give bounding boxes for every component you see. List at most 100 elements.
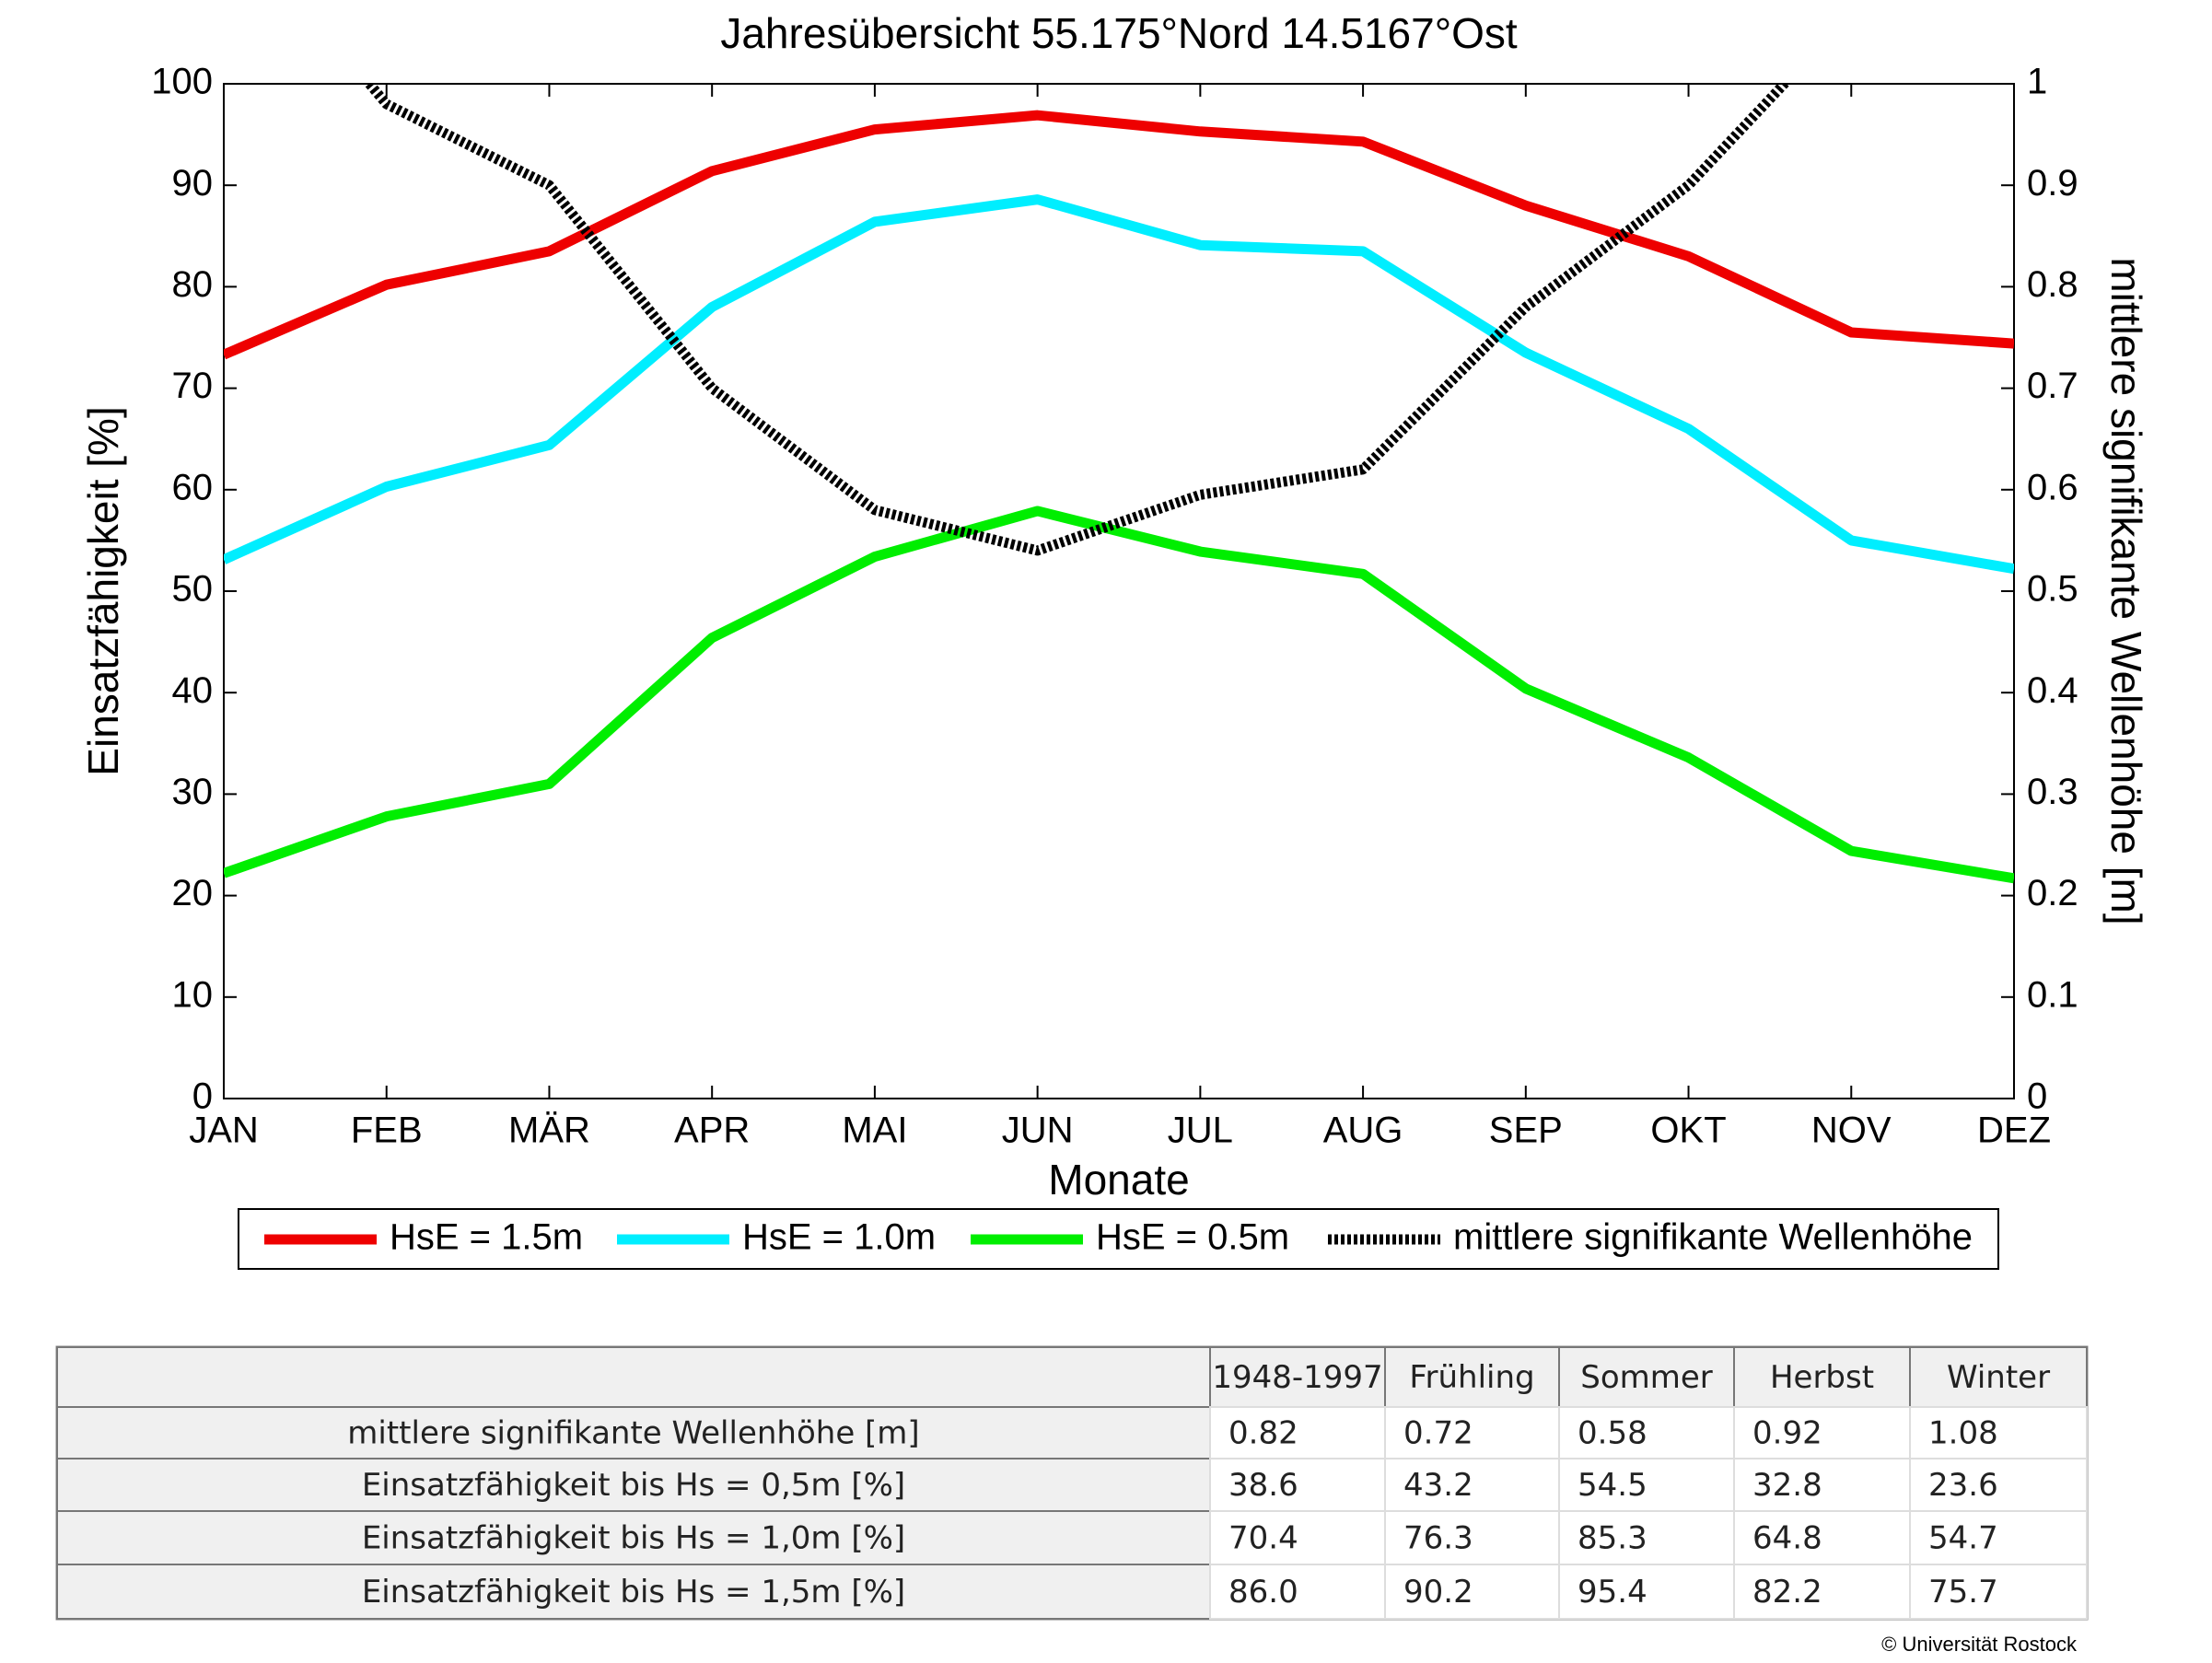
x-tick-label: OKT xyxy=(1650,1111,1726,1151)
table-value: 0.82 xyxy=(1228,1415,1298,1452)
series-line xyxy=(224,110,2014,360)
plot-lines xyxy=(224,84,2014,884)
x-tick-label: APR xyxy=(674,1111,750,1151)
y2-tick-label: 0.2 xyxy=(2027,873,2078,913)
table-value: mittlere signifikante Wellenhöhe [m] xyxy=(347,1415,919,1452)
table-value: 64.8 xyxy=(1752,1520,1822,1557)
x-tick-label: FEB xyxy=(351,1111,423,1151)
y2-tick-label: 0.8 xyxy=(2027,264,2078,305)
table-cell xyxy=(1558,1346,1735,1408)
table-cell xyxy=(56,1564,1211,1620)
table-value: 95.4 xyxy=(1578,1574,1647,1611)
y-tick-label: 90 xyxy=(172,163,214,204)
legend-label: HsE = 0.5m xyxy=(1096,1217,1289,1258)
y2-tick-label: 0.4 xyxy=(2027,670,2078,711)
table-cell xyxy=(1909,1346,2088,1408)
y2-axis-label: mittlere signifikante Wellenhöhe [m] xyxy=(2102,257,2150,925)
table-cell xyxy=(1733,1458,1911,1512)
x-tick-label: AUG xyxy=(1323,1111,1403,1151)
table-header: Sommer xyxy=(1580,1359,1713,1396)
x-tick-label: MAI xyxy=(842,1111,907,1151)
y-tick-label: 40 xyxy=(172,670,214,711)
series-line xyxy=(224,506,2014,884)
table-cell xyxy=(56,1458,1211,1512)
y-tick-label: 60 xyxy=(172,467,214,507)
y2-tick-label: 1 xyxy=(2027,62,2047,102)
table-value: Einsatzfähigkeit bis Hs = 1,5m [%] xyxy=(362,1574,905,1611)
y-tick-label: 80 xyxy=(172,264,214,305)
table-value: 70.4 xyxy=(1228,1520,1298,1557)
plot-area xyxy=(223,83,2015,1099)
y-tick-label: 30 xyxy=(172,772,214,812)
x-axis-label: Monate xyxy=(1048,1156,1189,1204)
x-tick-label: JAN xyxy=(189,1111,259,1151)
table-cell xyxy=(1384,1510,1560,1565)
table-header: 1948-1997 xyxy=(1212,1359,1382,1396)
table-value: 23.6 xyxy=(1928,1467,1998,1504)
table-cell xyxy=(1733,1406,1911,1459)
copyright: © Universität Rostock xyxy=(1881,1633,2078,1656)
table-cell xyxy=(56,1346,1211,1408)
table-cell xyxy=(1733,1564,1911,1620)
x-tick-label: SEP xyxy=(1489,1111,1563,1151)
table-cell xyxy=(1733,1346,1911,1408)
table-cell xyxy=(1558,1564,1735,1620)
y-tick-label: 10 xyxy=(172,974,214,1015)
y-tick-label: 50 xyxy=(172,569,214,610)
table-value: 1.08 xyxy=(1928,1415,1998,1452)
table-header: Frühling xyxy=(1409,1359,1534,1396)
y-tick-label: 20 xyxy=(172,873,214,913)
table-value: 32.8 xyxy=(1752,1467,1822,1504)
table-cell xyxy=(1209,1510,1386,1565)
x-tick-label: NOV xyxy=(1811,1111,1892,1151)
x-tick-label: MÄR xyxy=(508,1111,590,1151)
table-cell xyxy=(1384,1564,1560,1620)
table-header: Winter xyxy=(1947,1359,2050,1396)
y2-tick-label: 0.7 xyxy=(2027,366,2078,406)
table-cell xyxy=(1209,1458,1386,1512)
table-cell xyxy=(1384,1346,1560,1408)
legend-label: HsE = 1.5m xyxy=(390,1217,583,1258)
legend-label: mittlere signifikante Wellenhöhe xyxy=(1453,1217,1973,1258)
y2-tick-label: 0.6 xyxy=(2027,467,2078,507)
legend-label: HsE = 1.0m xyxy=(742,1217,936,1258)
table-value: 75.7 xyxy=(1928,1574,1998,1611)
table-value: Einsatzfähigkeit bis Hs = 0,5m [%] xyxy=(362,1467,905,1504)
table-value: 0.92 xyxy=(1752,1415,1822,1452)
table-cell xyxy=(1733,1510,1911,1565)
table-value: 90.2 xyxy=(1403,1574,1473,1611)
x-tick-label: JUL xyxy=(1168,1111,1233,1151)
table-cell xyxy=(1209,1564,1386,1620)
y2-tick-label: 0.1 xyxy=(2027,974,2078,1015)
table-value: 86.0 xyxy=(1228,1574,1298,1611)
y-tick-label: 0 xyxy=(192,1076,213,1117)
x-tick-label: DEZ xyxy=(1977,1111,2051,1151)
y2-tick-label: 0.3 xyxy=(2027,772,2078,812)
y-tick-label: 100 xyxy=(151,62,213,102)
table-value: 54.5 xyxy=(1578,1467,1647,1504)
table-cell xyxy=(56,1406,1211,1459)
table-value: 0.72 xyxy=(1403,1415,1473,1452)
table-cell xyxy=(1384,1458,1560,1512)
table-value: 82.2 xyxy=(1752,1574,1822,1611)
table-value: 76.3 xyxy=(1403,1520,1473,1557)
legend xyxy=(238,1208,1999,1270)
table-value: 43.2 xyxy=(1403,1467,1473,1504)
table-value: Einsatzfähigkeit bis Hs = 1,0m [%] xyxy=(362,1520,905,1557)
y2-tick-label: 0.9 xyxy=(2027,163,2078,204)
table-cell xyxy=(1209,1406,1386,1459)
y2-tick-label: 0 xyxy=(2027,1076,2047,1117)
series-line xyxy=(224,194,2014,575)
table-header: Herbst xyxy=(1770,1359,1874,1396)
chart-title: Jahresübersicht 55.175°Nord 14.5167°Ost xyxy=(720,9,1518,57)
table-cell xyxy=(1209,1346,1386,1408)
x-tick-label: JUN xyxy=(1002,1111,1074,1151)
table-value: 38.6 xyxy=(1228,1467,1298,1504)
table-cell xyxy=(1909,1510,2088,1565)
y2-tick-label: 0.5 xyxy=(2027,569,2078,610)
table-value: 54.7 xyxy=(1928,1520,1998,1557)
table-value: 85.3 xyxy=(1578,1520,1647,1557)
table-cell xyxy=(1909,1564,2088,1620)
table-value: 0.58 xyxy=(1578,1415,1647,1452)
